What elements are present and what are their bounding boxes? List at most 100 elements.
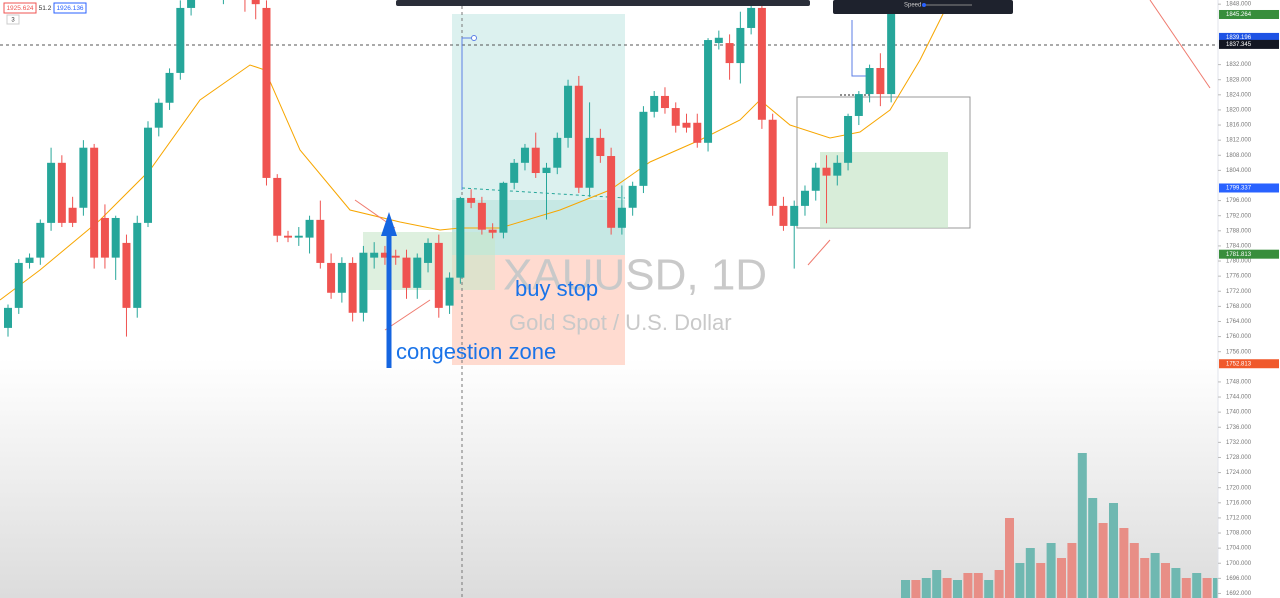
candle-body [650,95,659,112]
volume-bar [921,578,931,598]
watermark-description: Gold Spot / U.S. Dollar [509,310,732,335]
candle-body [531,147,540,174]
volume-bar [1005,518,1014,598]
candle-body [639,111,648,186]
price-pane [0,0,1218,598]
y-tick-label: 1780.000 [1226,259,1252,265]
y-tick-label: 1784.000 [1226,244,1252,250]
candle-body [865,67,874,95]
arrow-line [384,299,431,331]
candle-body [811,167,820,191]
volume-bar [953,580,962,598]
candle-body [187,0,196,8]
y-tick-label: 1724.000 [1226,470,1252,476]
bid-pill[interactable] [3,2,37,14]
order-handle [471,35,477,41]
candle-body [402,257,411,288]
candle-body [520,147,529,163]
candle-body [456,197,465,278]
y-tick-label: 1700.000 [1226,561,1252,567]
y-tick-label: 1820.000 [1226,108,1252,114]
candle-body [47,162,56,223]
candle-body [359,252,368,313]
y-tick-label: 1776.000 [1226,274,1252,280]
price-label: 1781.813 [1226,252,1252,258]
volume-bar [1119,528,1129,598]
arrow-line [807,239,831,266]
candle-body [273,177,282,236]
y-tick-label: 1808.000 [1226,153,1252,159]
candle-body [262,7,271,178]
candle-body [370,252,379,258]
candle-body [154,102,163,128]
volume-bar [942,578,952,598]
ask-price: 1926.136 [56,5,83,12]
y-tick-label: 1712.000 [1226,515,1252,521]
candle-body [628,185,637,208]
candle-body [607,156,616,228]
volume-bar [1077,453,1087,598]
volume-bar [1181,578,1191,598]
y-tick-label: 1816.000 [1226,123,1252,129]
y-tick-label: 1720.000 [1226,485,1252,491]
y-tick-label: 1804.000 [1226,168,1252,174]
candle-body [833,162,842,176]
volume-bar [973,573,983,598]
candle-body [111,217,120,258]
y-tick-label: 1696.000 [1226,576,1252,582]
volume-bar [1171,568,1181,598]
replay-toolbar[interactable] [833,0,1013,14]
candle-body [585,137,594,188]
candle-body [564,85,573,138]
volume-bar [1161,563,1170,598]
y-tick-label: 1788.000 [1226,228,1252,234]
candle-body [682,122,691,128]
candle-body [822,167,831,176]
volume-bar [1192,573,1202,598]
volume-bars [901,453,1218,598]
candle-body [768,119,777,206]
candle-body [122,242,131,308]
candle-body [714,37,723,44]
y-tick-label: 1760.000 [1226,334,1252,340]
ask-pill[interactable] [53,2,87,14]
candle-body [736,27,745,64]
candle-body [144,127,153,223]
candle-body [844,115,853,163]
count-pill[interactable] [6,14,20,25]
bid-price: 1925.624 [6,5,33,12]
candle-body [510,162,519,183]
speed-label: Speed [904,3,921,9]
candle-body [284,235,293,238]
volume-bar [1098,523,1108,598]
price-axis [1218,0,1280,598]
candle-body [133,222,142,308]
candle-body [251,0,260,5]
y-tick-label: 1792.000 [1226,213,1252,219]
candle-body [445,277,454,306]
candle-body [779,205,788,226]
candle-body [671,108,680,126]
volume-bar [1213,578,1218,598]
annotation-buy-stop: buy stop [515,276,598,301]
candle-body [4,307,12,328]
candle-body [434,242,443,308]
y-tick-label: 1768.000 [1226,304,1252,310]
y-tick-label: 1708.000 [1226,531,1252,537]
drawing-toolbar[interactable] [396,0,810,6]
y-tick-label: 1756.000 [1226,349,1252,355]
volume-bar [1046,543,1056,598]
volume-bar [1067,543,1077,598]
y-tick-label: 1796.000 [1226,198,1252,204]
price-label-box [1219,359,1279,369]
y-tick-label: 1732.000 [1226,440,1252,446]
volume-bar [932,570,942,598]
y-tick-label: 1736.000 [1226,425,1252,431]
y-tick-label: 1764.000 [1226,319,1252,325]
speed-knob[interactable] [922,3,926,7]
candle-body [499,182,508,233]
candle-body [316,219,325,263]
y-tick-label: 1824.000 [1226,92,1252,98]
price-label: 1752.813 [1226,361,1252,367]
